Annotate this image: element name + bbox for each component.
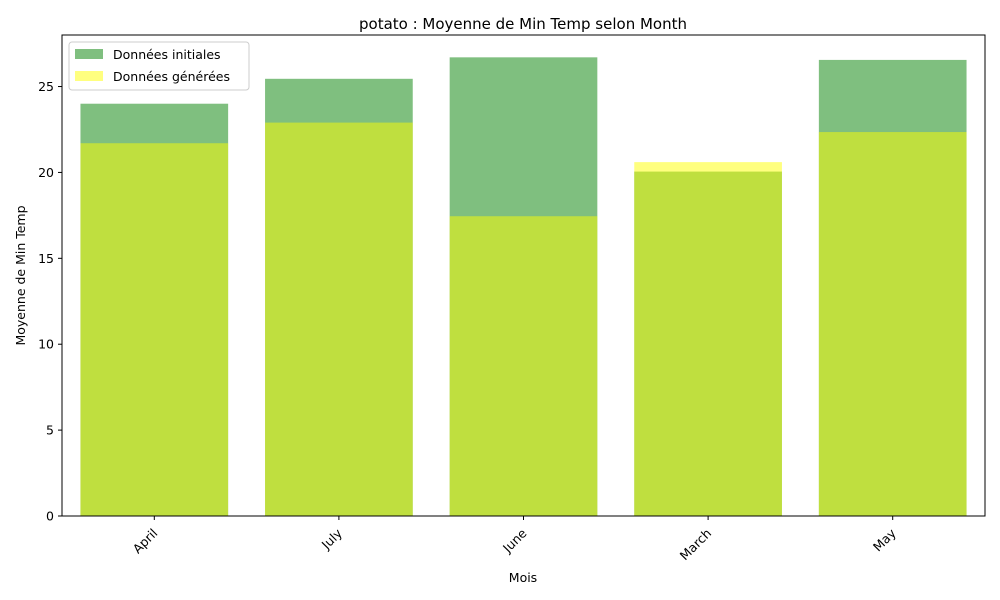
y-tick-label: 10 (38, 337, 54, 352)
x-axis: April July June March May (130, 516, 899, 564)
y-axis-label: Moyenne de Min Temp (13, 205, 28, 345)
x-tick-label-april: April (130, 526, 161, 557)
x-tick-label-june: June (499, 525, 530, 556)
bar-generated-june (449, 216, 598, 516)
y-tick-label: 0 (46, 509, 54, 524)
y-tick-label: 25 (38, 79, 54, 94)
bar-generated-july (265, 122, 413, 516)
bar-generated-may (818, 132, 967, 516)
x-tick-label-may: May (870, 525, 899, 554)
legend: Données initiales Données générées (68, 41, 250, 91)
chart-title: potato : Moyenne de Min Temp selon Month (359, 15, 687, 33)
y-tick-label: 15 (38, 251, 54, 266)
bars-layer (80, 57, 967, 516)
legend-swatch-generated (75, 71, 103, 81)
x-tick-label-july: July (318, 525, 346, 553)
legend-label-initial: Données initiales (113, 47, 221, 62)
bar-generated-april (80, 143, 229, 516)
legend-swatch-initial (75, 49, 103, 59)
legend-frame (68, 41, 250, 91)
x-axis-label: Mois (509, 570, 537, 585)
y-axis: 0 5 10 15 20 25 (38, 79, 62, 524)
bar-generated-march (634, 162, 782, 516)
y-tick-label: 20 (38, 165, 54, 180)
x-tick-label-march: March (677, 526, 715, 564)
y-tick-label: 5 (46, 423, 54, 438)
legend-label-generated: Données générées (113, 69, 230, 84)
